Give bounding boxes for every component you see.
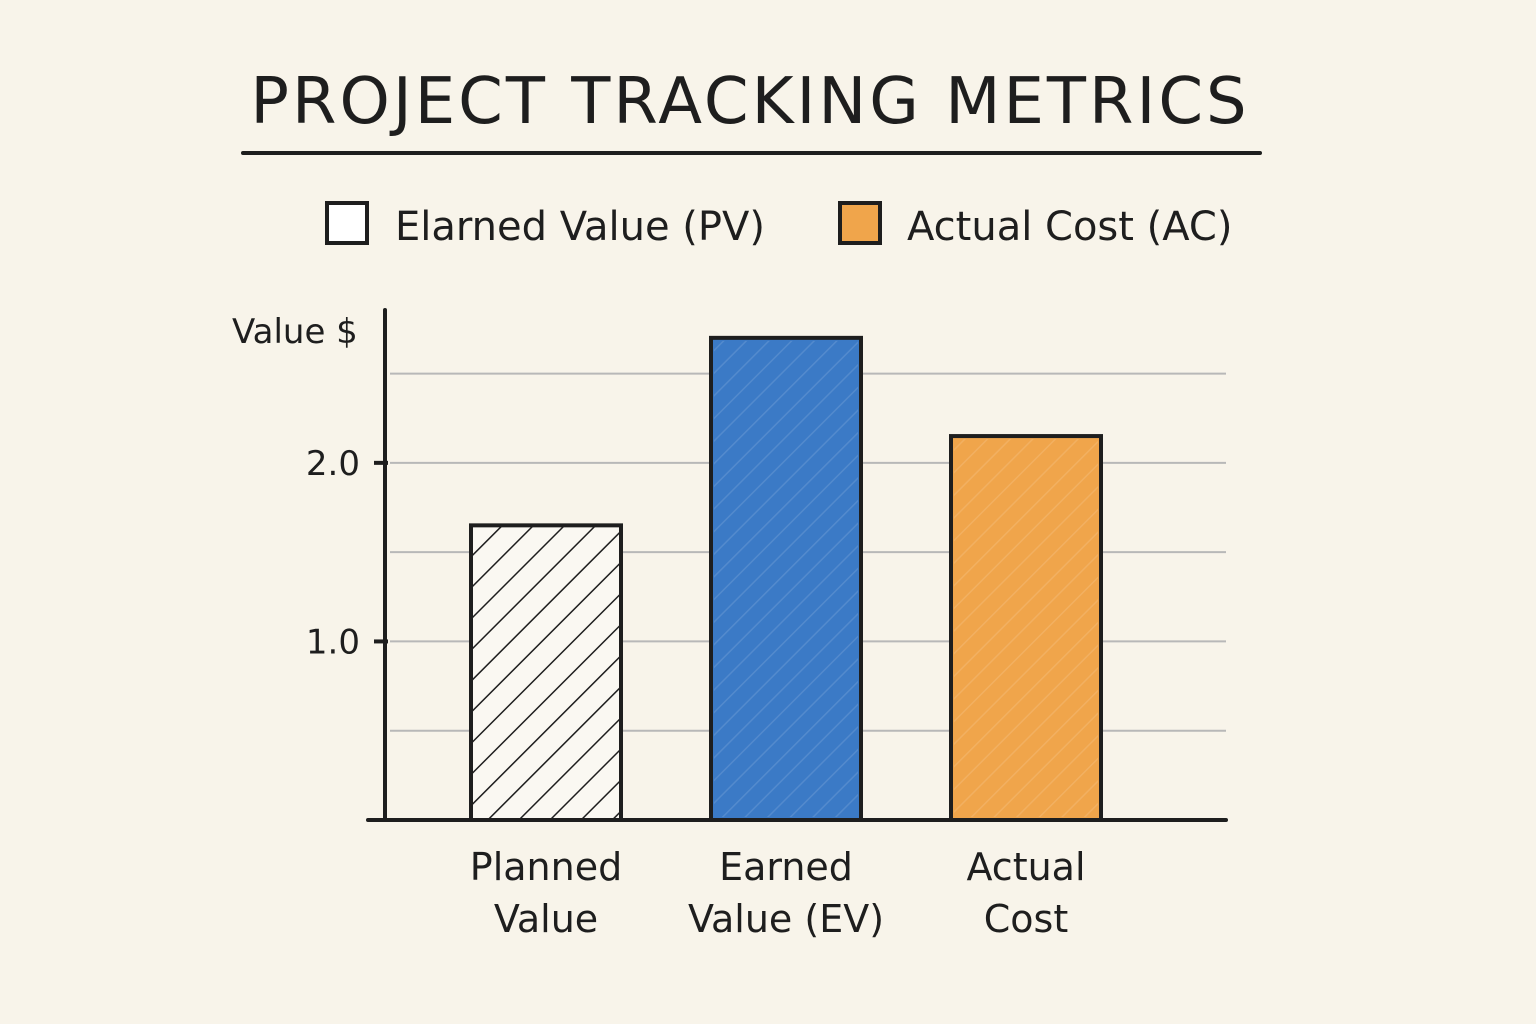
legend: Elarned Value (PV) Actual Cost (AC) [325,201,1232,250]
y-tick-label: 2.0 [306,444,360,484]
category-label: Actual [966,845,1085,889]
legend-label-earned-value: Elarned Value (PV) [395,204,765,250]
y-tick-label: 1.0 [306,622,360,662]
legend-swatch-actual-cost [838,201,882,245]
category-label: Value [494,897,598,941]
category-labels: Planned Value Earned Value (EV) Actual Cost [470,845,1086,941]
bars [469,335,1103,822]
category-label: Value (EV) [688,897,884,941]
category-label: Earned [719,845,853,889]
category-label: Cost [984,897,1068,941]
bar-earned-value-texture [714,340,858,817]
category-label: Planned [470,845,622,889]
bar-planned-value [469,523,623,822]
y-ticks: 1.0 2.0 [306,444,388,662]
bar-actual-cost-texture [954,439,1098,817]
legend-label-actual-cost: Actual Cost (AC) [907,204,1232,250]
legend-swatch-earned-value [325,201,369,245]
y-axis-label: Value $ [232,312,358,352]
chart-title: PROJECT TRACKING METRICS [250,65,1249,139]
